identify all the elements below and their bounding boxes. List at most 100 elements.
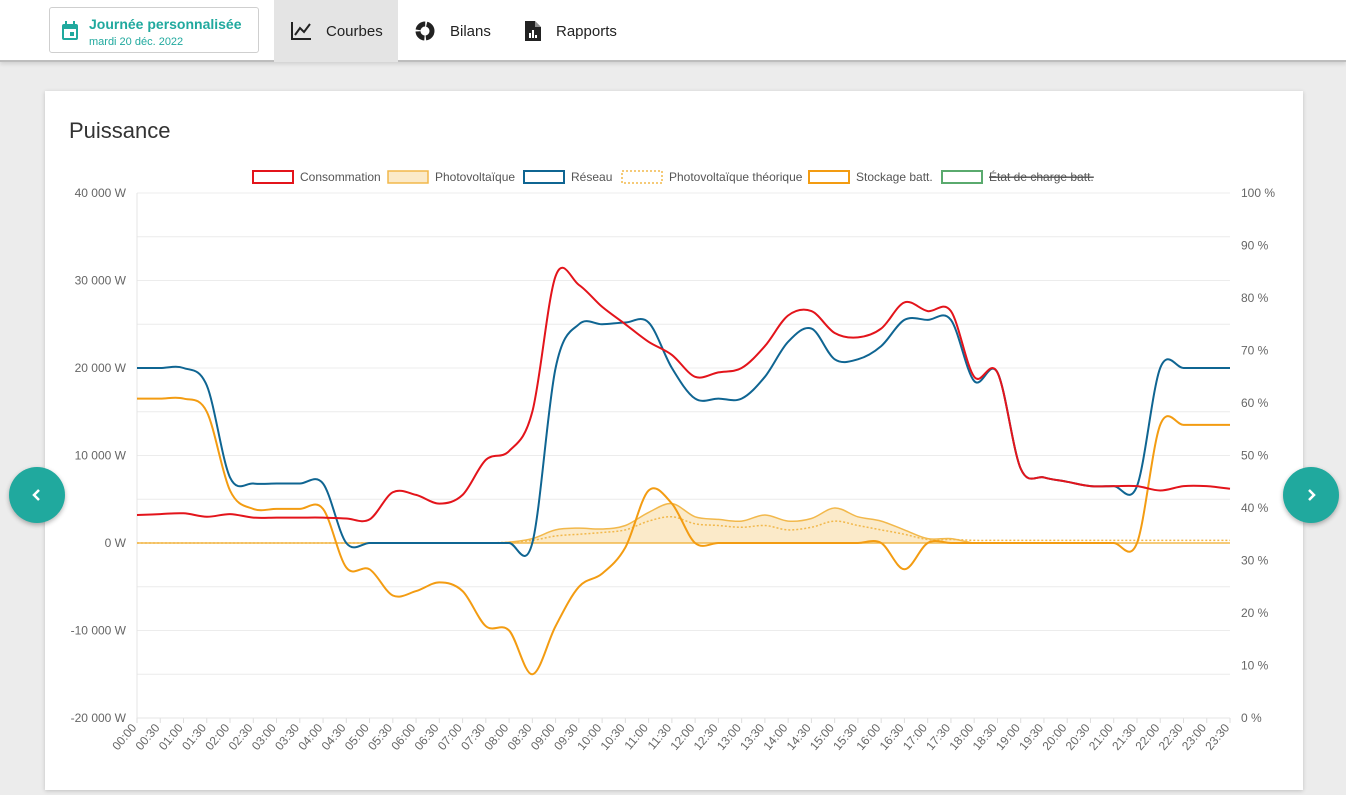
x-tick-label: 01:30 <box>179 721 209 753</box>
x-tick-label: 05:30 <box>365 721 395 753</box>
y2-tick-label: 100 % <box>1241 186 1275 200</box>
x-tick-label: 12:00 <box>667 721 697 753</box>
previous-day-button[interactable] <box>9 467 65 523</box>
x-tick-label: 08:30 <box>505 721 535 753</box>
card-title: Puissance <box>69 118 171 143</box>
series-photovoltaique-theorique-line <box>137 516 1230 544</box>
tab-courbes[interactable]: Courbes <box>274 0 398 62</box>
x-tick-label: 06:30 <box>412 721 442 753</box>
x-tick-label: 09:00 <box>528 721 558 753</box>
legend-swatch <box>252 170 294 184</box>
legend-label: Consommation <box>300 170 381 184</box>
legend-label: Photovoltaïque théorique <box>669 170 803 184</box>
x-tick-label: 07:30 <box>458 721 488 753</box>
x-tick-label: 19:00 <box>993 721 1023 753</box>
y2-tick-label: 0 % <box>1241 711 1262 725</box>
date-title: Journée personnalisée <box>89 16 242 32</box>
y2-tick-label: 80 % <box>1241 291 1269 305</box>
x-tick-label: 11:30 <box>645 721 675 753</box>
x-tick-label: 02:30 <box>226 721 256 753</box>
legend-swatch <box>808 170 850 184</box>
x-tick-label: 14:30 <box>784 721 814 753</box>
chevron-right-icon <box>1308 489 1316 501</box>
x-tick-label: 13:00 <box>714 721 744 753</box>
y-tick-label: 20 000 W <box>75 361 127 375</box>
legend-label: Réseau <box>571 170 612 184</box>
date-subtitle: mardi 20 déc. 2022 <box>89 36 184 48</box>
legend-item[interactable]: Photovoltaïque théorique <box>621 170 803 184</box>
x-tick-label: 04:00 <box>295 721 325 753</box>
legend-item[interactable]: Réseau <box>523 170 612 184</box>
y2-tick-label: 10 % <box>1241 659 1269 673</box>
x-tick-label: 07:00 <box>435 721 465 753</box>
tab-bilans[interactable]: Bilans <box>398 0 502 62</box>
legend-label: Photovoltaïque <box>435 170 515 184</box>
legend-item[interactable]: Consommation <box>252 170 381 184</box>
x-tick-label: 02:00 <box>202 721 232 753</box>
y2-tick-label: 20 % <box>1241 606 1269 620</box>
x-tick-label: 03:00 <box>249 721 279 753</box>
y2-tick-label: 70 % <box>1241 344 1269 358</box>
x-tick-label: 10:00 <box>574 721 604 753</box>
x-tick-label: 19:30 <box>1016 721 1046 753</box>
tab-rapports-label: Rapports <box>556 22 617 40</box>
legend-swatch <box>621 170 663 184</box>
x-tick-label: 12:30 <box>691 721 721 753</box>
legend-swatch <box>941 170 983 184</box>
x-tick-label: 16:00 <box>853 721 883 753</box>
series-stockage-line <box>137 396 1230 676</box>
legend-item[interactable]: Stockage batt. <box>808 170 933 184</box>
y-tick-label: -10 000 W <box>71 624 127 638</box>
y2-tick-label: 40 % <box>1241 501 1269 515</box>
calendar-icon <box>62 21 78 40</box>
top-bar: Journée personnalisée mardi 20 déc. 2022… <box>0 0 1346 62</box>
y-tick-label: 10 000 W <box>75 449 127 463</box>
x-tick-label: 21:30 <box>1109 721 1139 753</box>
next-day-button[interactable] <box>1283 467 1339 523</box>
x-tick-label: 15:00 <box>807 721 837 753</box>
x-tick-label: 18:00 <box>946 721 976 753</box>
x-tick-label: 09:30 <box>551 721 581 753</box>
legend-label: Stockage batt. <box>856 170 933 184</box>
x-tick-label: 11:00 <box>621 721 651 753</box>
y-tick-label: 30 000 W <box>75 274 127 288</box>
donut-chart-icon <box>415 21 435 41</box>
x-tick-label: 00:00 <box>109 721 139 753</box>
x-tick-label: 10:30 <box>598 721 628 753</box>
x-tick-label: 22:00 <box>1133 721 1163 753</box>
legend-swatch <box>523 170 565 184</box>
power-chart: -20 000 W -10 000 W 0 W 10 000 W 20 000 W 30 … <box>71 169 1276 753</box>
y-tick-label: 40 000 W <box>75 186 127 200</box>
x-tick-label: 20:00 <box>1039 721 1069 753</box>
tab-bilans-label: Bilans <box>450 22 491 40</box>
x-tick-label: 04:30 <box>319 721 349 753</box>
x-tick-label: 16:30 <box>877 721 907 753</box>
x-tick-label: 18:30 <box>970 721 1000 753</box>
x-tick-label: 15:30 <box>830 721 860 753</box>
date-picker-button[interactable]: Journée personnalisée mardi 20 déc. 2022 <box>49 7 259 53</box>
x-tick-label: 03:30 <box>272 721 302 753</box>
x-tick-label: 23:00 <box>1179 721 1209 753</box>
tab-rapports[interactable]: Rapports <box>512 0 642 62</box>
y2-tick-label: 90 % <box>1241 239 1269 253</box>
x-tick-label: 20:30 <box>1063 721 1093 753</box>
legend-item[interactable]: État de charge batt. <box>941 169 1094 184</box>
y2-tick-label: 30 % <box>1241 554 1269 568</box>
x-tick-label: 01:00 <box>156 721 186 753</box>
chevron-left-icon <box>32 489 40 501</box>
x-tick-label: 05:00 <box>342 721 372 753</box>
y2-tick-label: 50 % <box>1241 449 1269 463</box>
tab-courbes-label: Courbes <box>326 22 383 40</box>
series-consommation-line <box>136 266 1231 523</box>
y2-tick-label: 60 % <box>1241 396 1269 410</box>
x-tick-label: 22:30 <box>1156 721 1186 753</box>
line-chart-icon <box>291 22 311 40</box>
x-tick-label: 06:00 <box>388 721 418 753</box>
y-tick-label: 0 W <box>105 536 127 550</box>
legend-swatch <box>387 170 429 184</box>
x-tick-label: 13:30 <box>737 721 767 753</box>
legend-item[interactable]: Photovoltaïque <box>387 170 515 184</box>
x-tick-label: 08:00 <box>481 721 511 753</box>
report-file-icon <box>525 21 541 41</box>
chart-card: Puissance <box>45 91 1303 790</box>
